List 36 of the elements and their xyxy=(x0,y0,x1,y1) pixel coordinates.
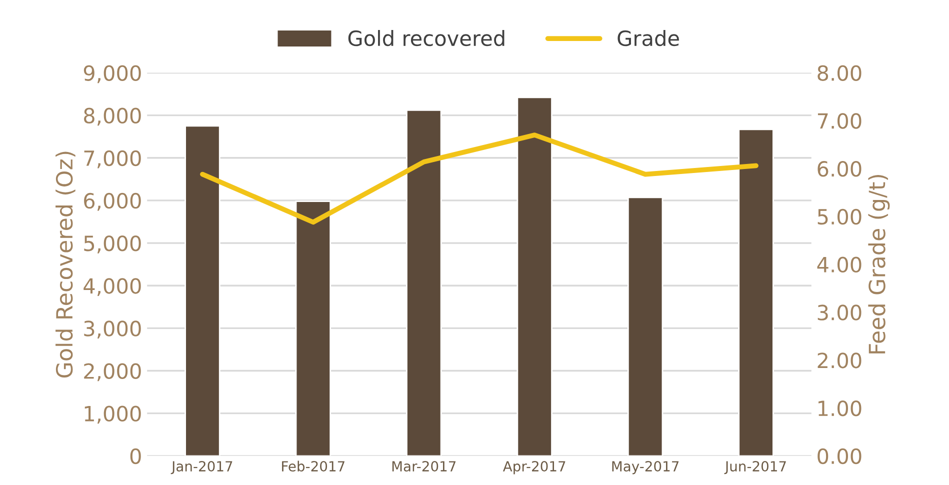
legend-label: Grade xyxy=(618,30,679,46)
y-axis-title: Gold Recovered (Oz) xyxy=(56,152,76,378)
y-tick-label: 6,000 xyxy=(84,192,141,211)
line-series xyxy=(200,132,758,225)
x-tick-label: Apr-2017 xyxy=(502,461,566,474)
y2-tick-label: 4.00 xyxy=(817,256,862,273)
y-tick-label: 9,000 xyxy=(84,65,141,84)
x-tick-label: Mar-2017 xyxy=(392,461,456,472)
y-tick-label: 2,000 xyxy=(84,363,141,382)
y-tick-label: 8,000 xyxy=(84,108,141,126)
bar xyxy=(627,196,664,456)
y-tick-label: 1,000 xyxy=(84,406,141,424)
y2-tick-label: 2.00 xyxy=(818,352,862,368)
y2-tick-label: 0.00 xyxy=(818,448,862,464)
bar xyxy=(184,125,220,456)
y2-tick-label: 5.00 xyxy=(818,208,862,225)
y2-tick-label: 3.00 xyxy=(818,304,862,320)
y2-tick-label: 8.00 xyxy=(818,65,862,81)
y-tick-label: 0 xyxy=(130,448,141,464)
y2-tick-label: 7.00 xyxy=(818,113,862,129)
bar xyxy=(295,200,332,456)
x-tick-label: Jun-2017 xyxy=(724,461,786,474)
bar xyxy=(406,110,442,456)
y-tick-label: 3,000 xyxy=(84,320,141,339)
legend-label: Gold recovered xyxy=(348,30,504,46)
y2-axis-title: Feed Grade (g/t) xyxy=(868,174,890,354)
bar xyxy=(516,96,552,456)
y-tick-label: 7,000 xyxy=(84,150,141,168)
x-tick-label: Jan-2017 xyxy=(170,461,232,474)
bar xyxy=(738,128,774,456)
y-tick-label: 4,000 xyxy=(84,278,141,296)
x-tick-label: Feb-2017 xyxy=(282,460,344,472)
x-tick-label: May-2017 xyxy=(612,461,679,474)
y2-tick-label: 6.00 xyxy=(818,160,862,177)
y2-tick-label: 1.00 xyxy=(818,400,862,416)
y-tick-label: 5,000 xyxy=(84,235,141,254)
